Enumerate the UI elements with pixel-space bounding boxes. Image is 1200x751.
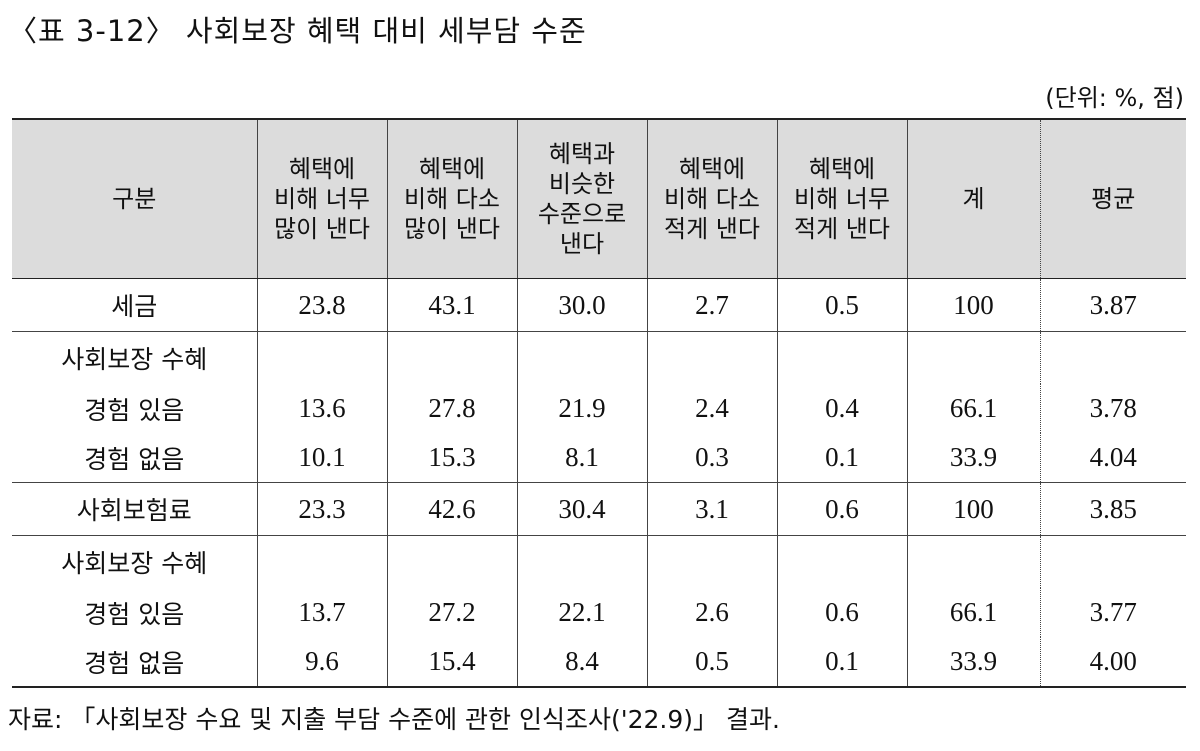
data-cell: 0.6 [776,482,907,536]
table-row: 사회보장 수혜 [12,331,1186,384]
data-cell: 21.9 [516,384,647,433]
table-row: 경험 있음 13.7 27.2 22.1 2.6 0.6 66.1 3.77 [12,588,1186,637]
data-cell: 42.6 [386,482,517,536]
data-cell: 9.6 [256,637,387,687]
empty-cell [386,535,517,588]
empty-cell [646,535,777,588]
empty-cell [386,331,517,384]
data-cell: 33.9 [906,433,1040,483]
data-cell: 2.7 [646,278,777,332]
empty-cell [906,331,1040,384]
data-cell: 3.78 [1039,384,1186,433]
table-row: 경험 있음 13.6 27.8 21.9 2.4 0.4 66.1 3.78 [12,384,1186,433]
data-cell: 100 [906,482,1040,536]
data-cell: 66.1 [906,588,1040,637]
data-cell: 15.3 [386,433,517,483]
row-label: 사회보장 수혜 [12,535,257,588]
unit-note: (단위: %, 점) [1045,84,1184,112]
data-cell: 30.0 [516,278,647,332]
row-label: 사회보험료 [12,482,257,536]
empty-cell [776,535,907,588]
data-cell: 0.1 [776,433,907,483]
data-cell: 0.1 [776,637,907,687]
header-row: 구분 혜택에 비해 너무 많이 낸다 혜택에 비해 다소 많이 낸다 혜택과 비슷한 … [12,119,1186,279]
data-cell: 66.1 [906,384,1040,433]
data-cell: 0.3 [646,433,777,483]
empty-cell [516,535,647,588]
header-cell: 구분 [12,119,257,279]
empty-cell [516,331,647,384]
empty-cell [776,331,907,384]
empty-cell [1039,331,1186,384]
data-cell: 3.77 [1039,588,1186,637]
data-cell: 100 [906,278,1040,332]
table-title: 〈표 3-12〉 사회보장 혜택 대비 세부담 수준 [8,14,587,48]
data-cell: 4.00 [1039,637,1186,687]
data-cell: 0.4 [776,384,907,433]
data-cell: 30.4 [516,482,647,536]
row-label: 경험 있음 [84,599,185,629]
header-cell: 혜택에 비해 너무 많이 낸다 [256,119,387,279]
header-cell: 계 [906,119,1040,279]
data-cell: 4.04 [1039,433,1186,483]
header-cell: 평균 [1039,119,1186,279]
data-cell: 8.4 [516,637,647,687]
header-cell: 혜택에 비해 너무 적게 낸다 [776,119,907,279]
data-cell: 8.1 [516,433,647,483]
row-label: 사회보장 수혜 [12,331,257,384]
data-cell: 22.1 [516,588,647,637]
data-cell: 27.2 [386,588,517,637]
source-note: 자료: 「사회보장 수요 및 지출 부담 수준에 관한 인식조사('22.9)」… [8,705,780,734]
empty-cell [646,331,777,384]
data-cell: 0.6 [776,588,907,637]
data-cell: 3.1 [646,482,777,536]
row-label: 경험 있음 [84,395,185,425]
table-row: 세금 23.8 43.1 30.0 2.7 0.5 100 3.87 [12,278,1186,332]
empty-cell [256,535,387,588]
data-cell: 13.6 [256,384,387,433]
data-cell: 27.8 [386,384,517,433]
table-row: 사회보장 수혜 [12,535,1186,588]
data-cell: 2.4 [646,384,777,433]
table-row: 사회보험료 23.3 42.6 30.4 3.1 0.6 100 3.85 [12,482,1186,536]
empty-cell [256,331,387,384]
empty-cell [1039,535,1186,588]
header-cell: 혜택에 비해 다소 많이 낸다 [386,119,517,279]
data-cell: 3.87 [1039,278,1186,332]
data-cell: 15.4 [386,637,517,687]
data-cell: 13.7 [256,588,387,637]
header-cell: 혜택에 비해 다소 적게 낸다 [646,119,777,279]
table-row: 경험 없음 10.1 15.3 8.1 0.3 0.1 33.9 4.04 [12,433,1186,483]
data-cell: 2.6 [646,588,777,637]
data-cell: 23.8 [256,278,387,332]
header-cell: 혜택과 비슷한 수준으로 낸다 [516,119,647,279]
row-label: 경험 없음 [84,444,185,474]
empty-cell [906,535,1040,588]
table-row: 경험 없음 9.6 15.4 8.4 0.5 0.1 33.9 4.00 [12,637,1186,687]
data-cell: 43.1 [386,278,517,332]
row-label: 경험 없음 [84,648,185,678]
data-cell: 23.3 [256,482,387,536]
row-label: 세금 [12,278,257,332]
data-table: 구분 혜택에 비해 너무 많이 낸다 혜택에 비해 다소 많이 낸다 혜택과 비슷한 … [12,118,1186,688]
data-cell: 3.85 [1039,482,1186,536]
data-cell: 0.5 [646,637,777,687]
data-cell: 10.1 [256,433,387,483]
data-cell: 33.9 [906,637,1040,687]
data-cell: 0.5 [776,278,907,332]
